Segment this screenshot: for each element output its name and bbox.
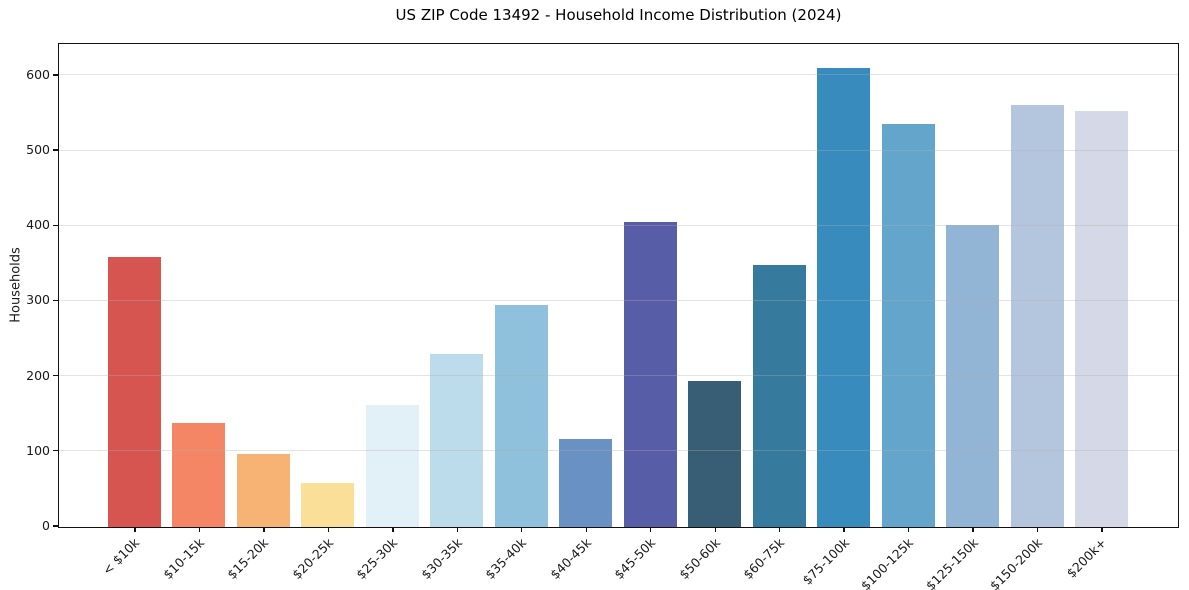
x-tick-label: $125-150k xyxy=(922,535,981,590)
x-tick-label: $30-35k xyxy=(417,535,465,583)
bar-30-35k xyxy=(430,354,484,527)
y-axis-label: Households xyxy=(8,247,24,323)
y-tick-mark xyxy=(53,149,58,151)
x-tick-mark xyxy=(327,527,330,532)
x-tick-label: $150-200k xyxy=(986,535,1046,590)
gridline-500 xyxy=(59,149,1178,151)
x-tick-mark xyxy=(1036,527,1039,532)
y-tick-mark xyxy=(53,450,58,452)
y-tick-label: 400 xyxy=(26,217,50,233)
x-tick-label: $100-125k xyxy=(857,535,917,590)
y-tick-mark xyxy=(53,374,58,377)
x-tick-mark xyxy=(263,527,265,532)
x-tick-label: < $10k xyxy=(99,535,143,578)
y-tick-mark xyxy=(53,525,58,527)
y-tick-label: 300 xyxy=(26,292,50,308)
bar-75-100k xyxy=(817,67,871,527)
gridline-600 xyxy=(59,74,1178,76)
x-tick-label: $75-100k xyxy=(799,535,852,588)
bar-40-45k xyxy=(559,439,613,527)
bar-35-40k xyxy=(494,304,548,527)
x-tick-mark xyxy=(907,527,910,532)
x-tick-label: $35-40k xyxy=(482,535,530,583)
bar-60-75k xyxy=(752,264,806,527)
x-tick-label: $40-45k xyxy=(546,535,594,583)
gridline-100 xyxy=(59,450,1178,452)
x-tick-label: $20-25k xyxy=(288,535,336,583)
gridline-400 xyxy=(59,224,1178,226)
x-tick-mark xyxy=(198,527,201,532)
x-tick-mark xyxy=(714,527,716,532)
x-tick-mark xyxy=(521,527,523,532)
gridline-200 xyxy=(59,375,1178,377)
x-tick-label: $60-75k xyxy=(740,535,788,583)
x-tick-mark xyxy=(456,527,459,532)
bar-50-60k xyxy=(688,380,742,527)
x-tick-label: $25-30k xyxy=(353,535,401,583)
y-tick-label: 0 xyxy=(42,518,50,533)
bar-25-30k xyxy=(365,404,419,527)
x-tick-label: $45-50k xyxy=(611,535,659,583)
bar-125-150k xyxy=(946,224,1000,527)
x-tick-label: $50-60k xyxy=(675,535,723,583)
bar-45-50k xyxy=(623,221,677,527)
bar-15-20k xyxy=(236,453,290,527)
x-tick-mark xyxy=(134,527,136,532)
bar-200k xyxy=(1075,110,1128,527)
y-tick-label: 100 xyxy=(26,442,50,458)
bar-150-200k xyxy=(1010,105,1064,527)
y-tick-mark xyxy=(53,74,58,76)
y-tick-label: 200 xyxy=(26,367,50,383)
x-tick-mark xyxy=(778,527,781,532)
x-tick-label: $200k+ xyxy=(1063,535,1110,581)
y-tick-mark xyxy=(53,224,58,226)
x-tick-mark xyxy=(585,527,587,532)
gridline-300 xyxy=(59,299,1178,301)
x-tick-mark xyxy=(1101,527,1103,532)
x-tick-mark xyxy=(972,527,974,532)
bar-20-25k xyxy=(301,482,355,527)
bar-10k xyxy=(108,257,161,527)
x-tick-mark xyxy=(650,527,652,532)
bar-10-15k xyxy=(172,422,226,527)
x-tick-mark xyxy=(843,527,845,532)
x-tick-mark xyxy=(392,527,394,532)
x-tick-label: $15-20k xyxy=(224,535,272,583)
x-tick-label: $10-15k xyxy=(160,535,208,583)
chart-title: US ZIP Code 13492 - Household Income Dis… xyxy=(395,6,842,24)
y-tick-label: 500 xyxy=(26,142,50,158)
y-tick-label: 600 xyxy=(26,66,50,82)
y-tick-mark xyxy=(53,299,58,302)
bar-100-125k xyxy=(881,124,935,527)
plot-area xyxy=(58,42,1179,528)
